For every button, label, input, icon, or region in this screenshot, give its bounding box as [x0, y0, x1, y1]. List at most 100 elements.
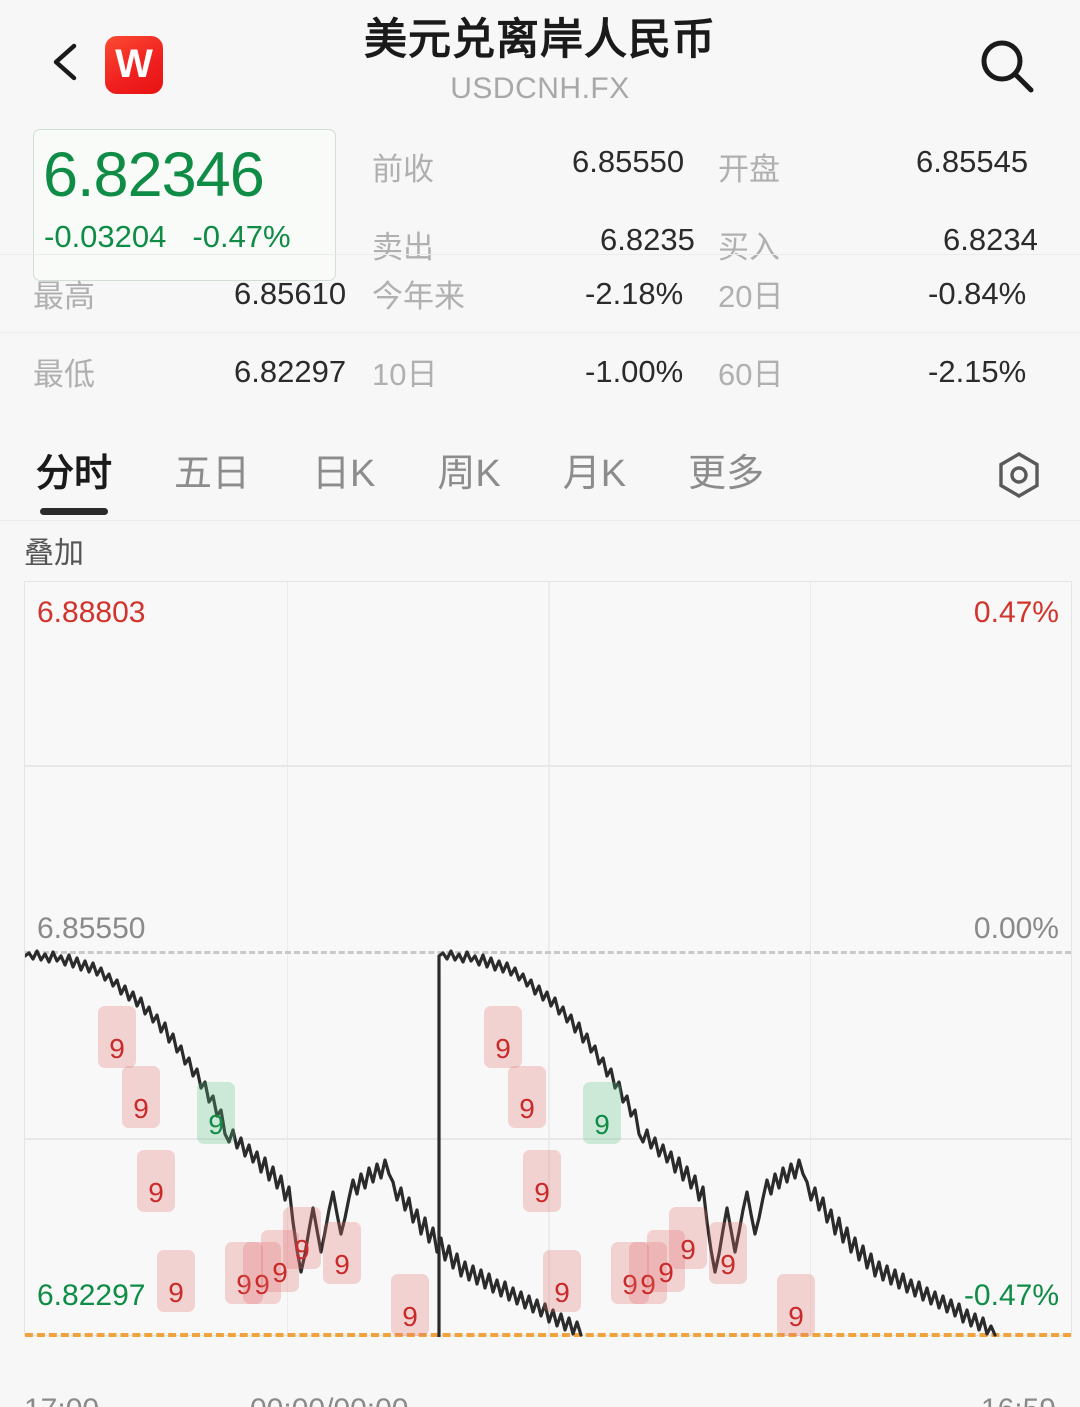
stat-buy-value: 6.8234 [943, 222, 1038, 258]
stat-label-sell: 卖出 [372, 230, 434, 265]
axis-label-bottom-price: 6.82297 [37, 1279, 146, 1312]
stat-row-low: 最低 6.82297 10日 -1.00% 60日 -2.15% [0, 332, 1080, 410]
stat-open-value: 6.85545 [916, 144, 1028, 180]
back-button[interactable] [48, 42, 82, 82]
time-tick-end: 16:59 [981, 1393, 1056, 1407]
event-marker[interactable]: 9 [629, 1242, 667, 1304]
event-marker[interactable]: 9 [323, 1222, 361, 1284]
stat-buy: 买入 [718, 222, 780, 267]
overlay-label[interactable]: 叠加 [24, 537, 84, 570]
stat-value-high: 6.85610 [234, 275, 347, 311]
last-price-box[interactable]: 6.82346 -0.03204 -0.47% [33, 129, 336, 281]
event-marker[interactable]: 9 [777, 1274, 815, 1336]
last-price: 6.82346 [43, 140, 265, 210]
tab-rik[interactable]: 日K [312, 442, 375, 503]
event-marker[interactable]: 9 [261, 1230, 299, 1292]
stat-label-open: 开盘 [718, 152, 780, 187]
event-marker[interactable]: 9 [709, 1222, 747, 1284]
event-marker[interactable]: 9 [484, 1006, 522, 1068]
stat-value-10d: -1.00% [585, 353, 684, 389]
axis-label-bottom-pct: -0.47% [963, 1279, 1059, 1312]
horizontal-gridline [25, 765, 1071, 767]
page-title: 美元兑离岸人民币 [364, 16, 716, 64]
tab-wuri[interactable]: 五日 [174, 442, 250, 503]
stat-value-open: 6.85545 [916, 144, 1029, 179]
chart-period-tabs[interactable]: 分时 五日 日K 周K 月K 更多 [0, 424, 1080, 521]
tab-label: 周K [437, 452, 501, 495]
change-absolute: -0.03204 [44, 219, 167, 254]
stat-value-prev-close: 6.85550 [572, 144, 685, 179]
event-marker[interactable]: 9 [197, 1082, 235, 1144]
tab-zhouk[interactable]: 周K [437, 442, 500, 503]
vertical-gridline [809, 582, 811, 1335]
tab-more[interactable]: 更多 [688, 442, 764, 503]
axis-label-mid-pct: 0.00% [973, 912, 1059, 945]
hexagon-settings-icon [999, 452, 1039, 498]
event-marker[interactable]: 9 [669, 1207, 707, 1269]
event-marker[interactable]: 9 [157, 1250, 195, 1312]
tab-label: 五日 [174, 452, 251, 495]
stat-sell-value: 6.8235 [600, 222, 695, 258]
event-marker[interactable]: 9 [508, 1066, 546, 1128]
time-tick-start: 17:00 [24, 1393, 99, 1407]
change-row: -0.03204 -0.47% [44, 219, 335, 255]
time-tick-middle: 00:00/00:00 [250, 1393, 408, 1407]
stat-value-ytd: -2.18% [585, 275, 684, 311]
stat-value-buy: 6.8234 [943, 222, 1038, 257]
vertical-gridline [548, 582, 550, 1335]
stat-label-60d: 60日 [718, 357, 784, 392]
chart-settings-button[interactable] [994, 450, 1044, 500]
chevron-left-icon [53, 43, 77, 81]
axis-label-top-pct: 0.47% [973, 596, 1059, 629]
overlay-row[interactable]: 叠加 [0, 521, 1080, 579]
event-marker[interactable]: 9 [225, 1242, 263, 1304]
app-header: W 美元兑离岸人民币 USDCNH.FX [0, 0, 1080, 122]
event-marker[interactable]: 9 [543, 1250, 581, 1312]
search-icon [981, 40, 1034, 93]
stat-value-sell: 6.8235 [600, 222, 695, 257]
stat-prev-close-value: 6.85550 [572, 144, 684, 180]
price-line-series [25, 949, 997, 1337]
stat-label-prev-close: 前收 [372, 152, 434, 187]
vertical-gridline [286, 582, 288, 1335]
horizontal-gridline [25, 1138, 1071, 1140]
event-marker[interactable]: 9 [98, 1006, 136, 1068]
stat-label-buy: 买入 [718, 230, 780, 265]
event-marker[interactable]: 9 [647, 1230, 685, 1292]
search-button[interactable] [976, 36, 1038, 98]
tab-yuek[interactable]: 月K [563, 442, 626, 503]
stat-row-high: 最高 6.85610 今年来 -2.18% 20日 -0.84% [0, 254, 1080, 332]
stat-value-low: 6.82297 [234, 353, 347, 389]
event-marker[interactable]: 9 [611, 1242, 649, 1304]
stat-open: 开盘 [718, 144, 780, 189]
stat-label-low: 最低 [33, 357, 95, 392]
tab-fenshi[interactable]: 分时 [36, 442, 112, 515]
stat-sell: 卖出 [372, 222, 434, 267]
chart-container[interactable]: 6.88803 0.47% 6.85550 0.00% 6.82297 -0.4… [0, 579, 1080, 1391]
chart-frame[interactable]: 6.88803 0.47% 6.85550 0.00% 6.82297 -0.4… [24, 581, 1072, 1337]
stat-label-ytd: 今年来 [372, 279, 465, 314]
event-marker[interactable]: 9 [391, 1274, 429, 1336]
stat-label-20d: 20日 [718, 279, 784, 314]
time-axis: 17:00 00:00/00:00 16:59 [0, 1391, 1080, 1407]
zero-reference-line [25, 951, 1071, 954]
event-marker[interactable]: 9 [523, 1150, 561, 1212]
change-percent: -0.47% [192, 219, 291, 254]
event-marker[interactable]: 9 [243, 1242, 281, 1304]
event-marker[interactable]: 9 [583, 1082, 621, 1144]
instrument-code: USDCNH.FX [450, 71, 630, 105]
stat-value-20d: -0.84% [928, 275, 1027, 311]
event-marker[interactable]: 9 [122, 1066, 160, 1128]
wind-logo-letter: W [115, 41, 153, 86]
stat-label-10d: 10日 [372, 357, 438, 392]
tab-label: 更多 [688, 452, 765, 495]
axis-label-mid-price: 6.85550 [37, 912, 146, 945]
axis-label-top-price: 6.88803 [37, 596, 146, 629]
tab-label: 月K [562, 452, 627, 495]
limit-reference-line [25, 1333, 1071, 1337]
event-marker[interactable]: 9 [283, 1207, 321, 1269]
stat-label-high: 最高 [33, 279, 95, 314]
wind-app-logo[interactable]: W [105, 36, 163, 94]
quote-panel: 6.82346 -0.03204 -0.47% 前收 6.85550 开盘 6.… [0, 122, 1080, 424]
event-marker[interactable]: 9 [137, 1150, 175, 1212]
